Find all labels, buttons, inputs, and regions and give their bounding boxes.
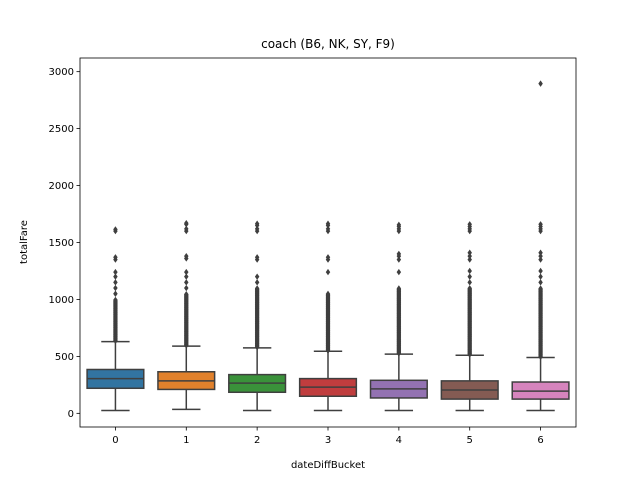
outlier-point [325,220,331,227]
y-tick-label: 3000 [49,67,74,78]
x-tick-label: 4 [396,435,402,446]
outlier-point [538,267,543,275]
x-tick-label: 1 [183,435,189,446]
y-tick-label: 0 [68,409,74,420]
box-group [228,220,287,412]
outlier-point [396,268,402,276]
x-tick-label: 6 [537,435,543,446]
outlier-point [467,273,472,280]
box-group [511,80,570,412]
outlier-point [538,279,543,286]
outlier-point [184,252,189,260]
outlier-point [254,273,260,280]
outlier-point [325,290,331,298]
outlier-point [184,273,189,280]
outlier-point [538,256,543,263]
outlier-point [467,221,472,228]
y-tick-label: 1500 [49,238,74,249]
outlier-point [184,268,189,276]
outlier-point [325,254,331,261]
y-tick-label: 2500 [49,124,74,135]
outlier-point [254,279,260,286]
outlier-point [113,290,118,297]
x-tick-label: 5 [467,435,473,446]
x-tick-label: 3 [325,435,331,446]
outlier-point [113,279,118,286]
box-group [157,219,216,411]
outlier-point [396,256,402,263]
outlier-point [113,254,118,261]
outlier-point [184,284,189,292]
chart-title: coach (B6, NK, SY, F9) [261,37,395,51]
outlier-point [538,221,543,228]
outlier-point [113,284,118,292]
y-axis: 0 500 1000 1500 2000 2500 3000 [49,67,80,420]
outlier-point [254,285,260,292]
x-axis: 0 1 2 3 4 5 6 [112,427,544,446]
x-axis-label: dateDiffBucket [291,460,365,471]
outlier-point [396,285,402,292]
plot-area [86,80,570,412]
outlier-point [538,249,543,256]
outlier-point [538,80,543,87]
outlier-point [184,225,189,233]
box-group [86,226,145,412]
box-group [440,221,499,412]
outlier-point [325,268,331,276]
y-tick-label: 1000 [49,295,74,306]
outlier-point [467,252,472,260]
outlier-point [396,221,402,229]
y-tick-label: 2000 [49,181,74,192]
outlier-point [184,219,189,227]
x-tick-label: 0 [112,435,118,446]
outlier-point [113,296,118,304]
x-tick-label: 2 [254,435,260,446]
outlier-point [254,254,260,261]
outlier-point [325,225,331,233]
y-tick-label: 500 [55,352,74,363]
outlier-point [467,249,472,256]
outlier-point [538,252,543,260]
outlier-point [467,256,472,263]
outlier-point [396,250,402,258]
outlier-point [113,226,118,233]
outlier-point [113,268,118,276]
outlier-point [467,279,472,286]
box-group [298,220,358,412]
outlier-point [184,279,189,286]
outlier-point [184,291,189,298]
box-group [369,221,428,412]
outlier-point [254,220,260,227]
outlier-point [538,285,543,292]
outlier-point [254,225,260,233]
outlier-point [113,273,118,280]
outlier-point [467,285,472,292]
outlier-point [538,273,543,280]
outlier-point [467,267,472,275]
y-axis-label: totalFare [19,220,30,264]
